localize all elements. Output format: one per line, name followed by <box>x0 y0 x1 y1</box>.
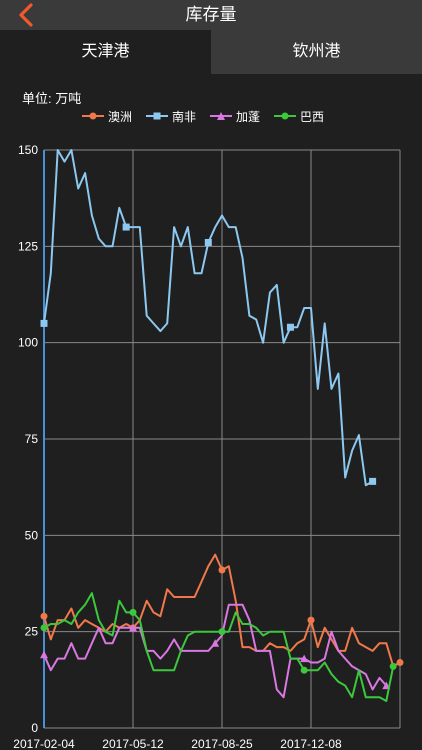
y-tick-label: 0 <box>31 721 38 735</box>
data-point <box>129 608 137 616</box>
data-point <box>129 623 137 632</box>
y-tick-label: 50 <box>25 528 39 542</box>
y-tick-label: 150 <box>18 143 38 157</box>
data-point <box>218 566 226 574</box>
y-tick-label: 100 <box>18 336 38 350</box>
data-point <box>211 639 220 647</box>
data-point <box>40 624 48 632</box>
tab-qinzhou[interactable]: 钦州港 <box>211 30 422 74</box>
data-point <box>204 238 212 246</box>
legend-marker-ca <box>210 112 233 120</box>
chevron-left-icon[interactable] <box>14 3 38 27</box>
legend-marker-aus <box>82 112 104 120</box>
data-point <box>122 223 130 231</box>
tab-tianjin[interactable]: 天津港 <box>0 30 211 74</box>
data-point <box>307 616 315 624</box>
chart-legend: 澳洲 南非 加蓬 巴西 <box>82 107 324 125</box>
unit-label: 单位: 万吨 <box>22 91 82 106</box>
data-point <box>40 612 48 620</box>
legend-marker-br <box>274 112 297 120</box>
data-point <box>300 666 308 674</box>
series-line-3 <box>43 592 395 702</box>
x-tick-label: 2017-12-08 <box>280 737 342 750</box>
data-point <box>369 477 377 485</box>
data-point <box>40 319 48 327</box>
data-point <box>218 628 226 636</box>
legend-item-sa[interactable]: 南非 <box>146 107 196 125</box>
legend-marker-sa <box>146 112 169 120</box>
x-tick-label: 2017-05-12 <box>102 737 164 750</box>
data-point <box>396 658 404 666</box>
data-point <box>389 662 397 670</box>
legend-item-aus[interactable]: 澳洲 <box>82 107 132 125</box>
legend-label-sa: 南非 <box>172 109 197 124</box>
legend-label-ca: 加蓬 <box>236 109 261 124</box>
legend-label-br: 巴西 <box>300 109 325 124</box>
legend-item-br[interactable]: 巴西 <box>274 107 324 125</box>
data-point <box>300 654 309 663</box>
legend-item-ca[interactable]: 加蓬 <box>210 107 260 125</box>
y-tick-label: 25 <box>25 625 39 639</box>
series-line-2 <box>43 603 388 699</box>
legend-label-aus: 澳洲 <box>108 109 133 124</box>
top-bar: 库存量 <box>0 0 422 30</box>
port-tabs: 天津港 钦州港 <box>0 30 422 74</box>
inventory-line-chart: 0 25 50 75 100 125 150 2017-02-04 2017-05-12 2017… <box>13 143 404 750</box>
series-line-1 <box>43 149 374 487</box>
y-tick-label: 75 <box>25 432 39 446</box>
page-title: 库存量 <box>185 5 237 24</box>
y-tick-label: 125 <box>18 239 38 253</box>
data-point <box>286 323 294 331</box>
x-tick-label: 2017-08-25 <box>191 737 253 750</box>
x-tick-label: 2017-02-04 <box>13 737 75 750</box>
data-point <box>40 650 48 659</box>
